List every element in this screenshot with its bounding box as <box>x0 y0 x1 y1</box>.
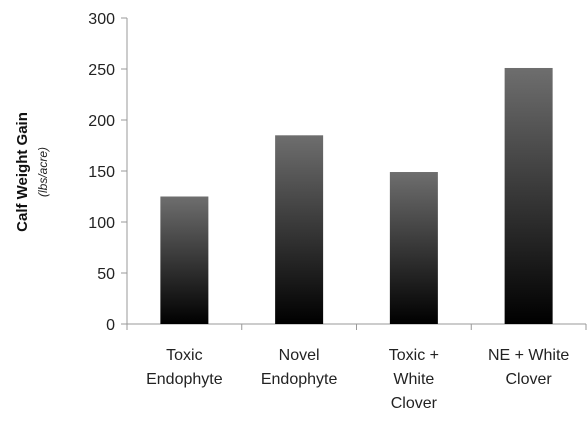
category-labels: Toxic Endophyte Novel Endophyte Toxic + White… <box>146 347 569 412</box>
bar <box>504 67 553 324</box>
bar <box>275 135 324 324</box>
y-axis-label: Calf Weight Gain <box>14 112 31 232</box>
x-category-label-line: Toxic + <box>389 347 439 364</box>
bar <box>160 196 209 324</box>
bars <box>160 67 553 324</box>
x-category-label: NE + White Clover <box>488 347 569 388</box>
y-tick-label: 250 <box>88 62 115 79</box>
y-axis-unit-label: (lbs/acre) <box>36 147 50 197</box>
x-category-label-line: Toxic <box>166 347 202 364</box>
x-category-label: Novel Endophyte <box>261 347 338 388</box>
y-axis-title: Calf Weight Gain (lbs/acre) <box>14 112 50 232</box>
x-category-label-line: White <box>393 371 434 388</box>
x-category-label-line: Novel <box>279 347 320 364</box>
y-tick-label: 300 <box>88 11 115 28</box>
y-tick-label: 150 <box>88 164 115 181</box>
x-axis <box>126 323 587 330</box>
y-tick-label: 0 <box>106 317 115 334</box>
y-tick-label: 50 <box>97 266 115 283</box>
y-axis: 0 50 100 150 200 250 300 <box>88 11 128 334</box>
y-tick-label: 200 <box>88 113 115 130</box>
x-category-label-line: Endophyte <box>261 371 338 388</box>
x-category-label-line: Endophyte <box>146 371 223 388</box>
x-category-label-line: Clover <box>506 371 553 388</box>
y-tick-label: 100 <box>88 215 115 232</box>
bar <box>389 172 438 324</box>
x-category-label: Toxic + White Clover <box>389 347 439 412</box>
x-category-label-line: Clover <box>391 395 438 412</box>
x-category-label-line: NE + White <box>488 347 569 364</box>
x-category-label: Toxic Endophyte <box>146 347 223 388</box>
